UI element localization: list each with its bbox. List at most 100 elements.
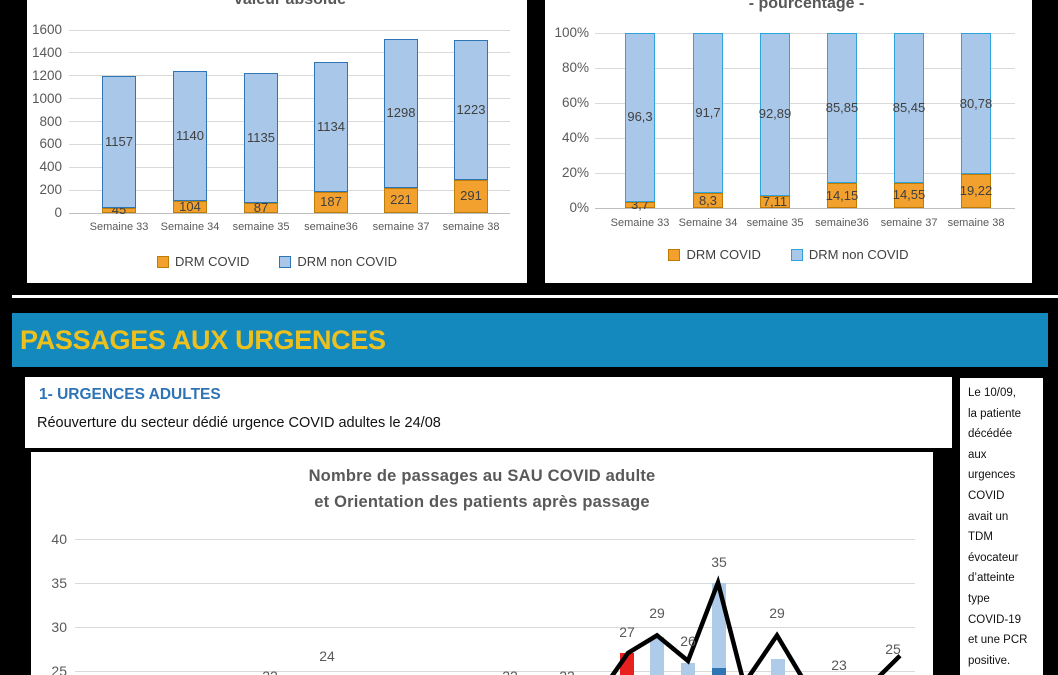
legend-swatch-drm-non-covid <box>279 255 292 268</box>
bar-segment-drm-non-covid <box>454 39 488 180</box>
bar-segment-drm-non-covid <box>894 33 924 183</box>
legend-label: DRM non COVID <box>297 254 398 269</box>
bar-segment-drm-non-covid <box>827 33 857 184</box>
point-label: 22 <box>490 668 530 675</box>
orientation-bar <box>650 637 664 675</box>
x-axis-label: semaine 35 <box>232 221 290 233</box>
bar-segment-drm-non-covid <box>961 33 991 175</box>
bar-segment-drm-covid <box>625 201 655 208</box>
bar-value-label: 14,55 <box>892 187 926 203</box>
point-label: 27 <box>619 624 635 640</box>
x-axis-label: semaine 37 <box>880 217 938 229</box>
y-axis-label: 80% <box>561 60 589 75</box>
gridline <box>595 172 1015 174</box>
chart-drm-absolute-card: valeur absolue 0200400600800100012001400… <box>27 0 527 283</box>
legend-swatch-drm-covid <box>156 255 169 268</box>
section-banner: PASSAGES AUX URGENCES <box>12 313 1048 367</box>
bar-value-label: 1135 <box>247 130 275 146</box>
gridline <box>69 52 510 54</box>
bar-segment-drm-covid <box>173 201 207 213</box>
bar-value-label: 221 <box>390 192 412 208</box>
bar-segment-drm-covid <box>454 179 488 213</box>
side-note-line: urgences <box>968 469 1016 482</box>
point-label: 35 <box>711 554 727 570</box>
x-axis-label: semaine 35 <box>746 217 804 229</box>
bar-segment-drm-covid <box>384 187 418 213</box>
x-axis-label: Semaine 33 <box>89 221 149 233</box>
legend-percent: DRM COVID DRM non COVID <box>545 247 1032 262</box>
plot-area-percent: 0% 20% 40% 60% 80% 100% 3,7 96,3 Semaine 33 8,3 91… <box>545 0 1032 283</box>
bar-value-label: 291 <box>460 188 482 204</box>
bar-segment-drm-non-covid <box>760 33 790 196</box>
y-axis-label: 200 <box>39 182 62 198</box>
point-label: 24 <box>319 648 335 664</box>
bar-value-label: 14,15 <box>825 187 859 203</box>
point-label: 26 <box>680 633 696 649</box>
y-axis-label: 20% <box>561 165 589 180</box>
gridline <box>69 166 510 168</box>
gridline <box>595 32 1015 34</box>
gridline <box>75 539 915 540</box>
side-note-line: évocateur <box>968 551 1019 564</box>
gridline <box>69 29 510 31</box>
bar-value-label: 1157 <box>105 133 133 149</box>
bar-segment-drm-covid <box>102 207 136 213</box>
legend-label: DRM COVID <box>174 254 250 269</box>
combo-chart-title-line2: et Orientation des patients après passag… <box>314 493 650 511</box>
bar-segment-drm-non-covid <box>244 73 278 204</box>
x-axis-label: semaine36 <box>815 217 869 229</box>
gridline <box>69 75 510 77</box>
orientation-bar <box>681 662 695 675</box>
y-axis-label: 60% <box>561 95 589 110</box>
plot-area-absolute: 0 200 400 600 800 1000 1200 1400 1600 45 1157 Semai… <box>27 0 527 283</box>
point-label: 29 <box>649 605 665 621</box>
legend-label: DRM non COVID <box>808 247 909 262</box>
y-axis-label: 0% <box>569 200 589 215</box>
bar-value-label: 85,45 <box>892 99 926 115</box>
side-note-line: type <box>968 592 990 605</box>
bar-value-label: 19,22 <box>959 183 993 199</box>
legend-absolute: DRM COVID DRM non COVID <box>27 254 527 269</box>
bar-value-label: 80,78 <box>959 95 993 111</box>
point-label: 22 <box>250 668 290 675</box>
bar-value-label: 1140 <box>176 127 204 143</box>
bar-segment-drm-covid <box>244 203 278 213</box>
y-axis-label: 1400 <box>31 44 62 60</box>
combo-chart-title-line1: Nombre de passages au SAU COVID adulte <box>308 467 656 485</box>
plot-area-sau: 40 35 30 25 <box>31 452 933 675</box>
gridline <box>69 121 510 122</box>
bar-value-label: 104 <box>179 199 201 215</box>
legend-item: DRM non COVID <box>790 247 909 262</box>
legend-item: DRM non COVID <box>279 254 397 269</box>
side-note-line: décédée <box>968 428 1013 441</box>
y-axis-label: 1000 <box>31 90 62 106</box>
y-axis-label: 0 <box>54 205 62 220</box>
side-note-line: d’atteinte <box>968 572 1015 585</box>
bar-segment-drm-covid <box>894 182 924 208</box>
side-note-line: TDM <box>968 531 993 544</box>
side-note-card: Le 10/09, la patiente décédée aux urgences CO… <box>960 378 1043 675</box>
y-axis-label: 1200 <box>31 67 62 83</box>
y-axis-label: 100% <box>554 25 589 40</box>
side-note-line: et une PCR <box>968 634 1028 647</box>
x-axis-label: Semaine 34 <box>678 217 738 229</box>
bar-segment-drm-covid <box>961 174 991 208</box>
x-axis-label: semaine 38 <box>947 217 1005 229</box>
gridline <box>595 102 1015 104</box>
gridline <box>75 671 915 672</box>
subsection-note: Réouverture du secteur dédié urgence COV… <box>37 415 441 431</box>
bar-segment-drm-non-covid <box>173 70 207 202</box>
chart-drm-percent-card: - pourcentage - 0% 20% 40% 60% 80% 100% 3,7 96,… <box>545 0 1032 283</box>
legend-swatch-drm-non-covid <box>790 248 803 261</box>
gridline <box>595 67 1015 69</box>
y-axis-label: 40 <box>51 530 67 547</box>
bar-segment-drm-non-covid <box>625 33 655 202</box>
bar-segment-drm-covid <box>314 191 348 213</box>
bar-value-label: 91,7 <box>695 105 721 121</box>
point-label: 29 <box>769 605 785 621</box>
side-note-text: Le 10/09, la patiente décédée aux urgences CO… <box>960 378 1043 671</box>
side-note-line: positive. <box>968 654 1011 667</box>
bar-segment-drm-non-covid <box>693 33 723 194</box>
side-note-line: COVID-19 <box>968 613 1022 626</box>
